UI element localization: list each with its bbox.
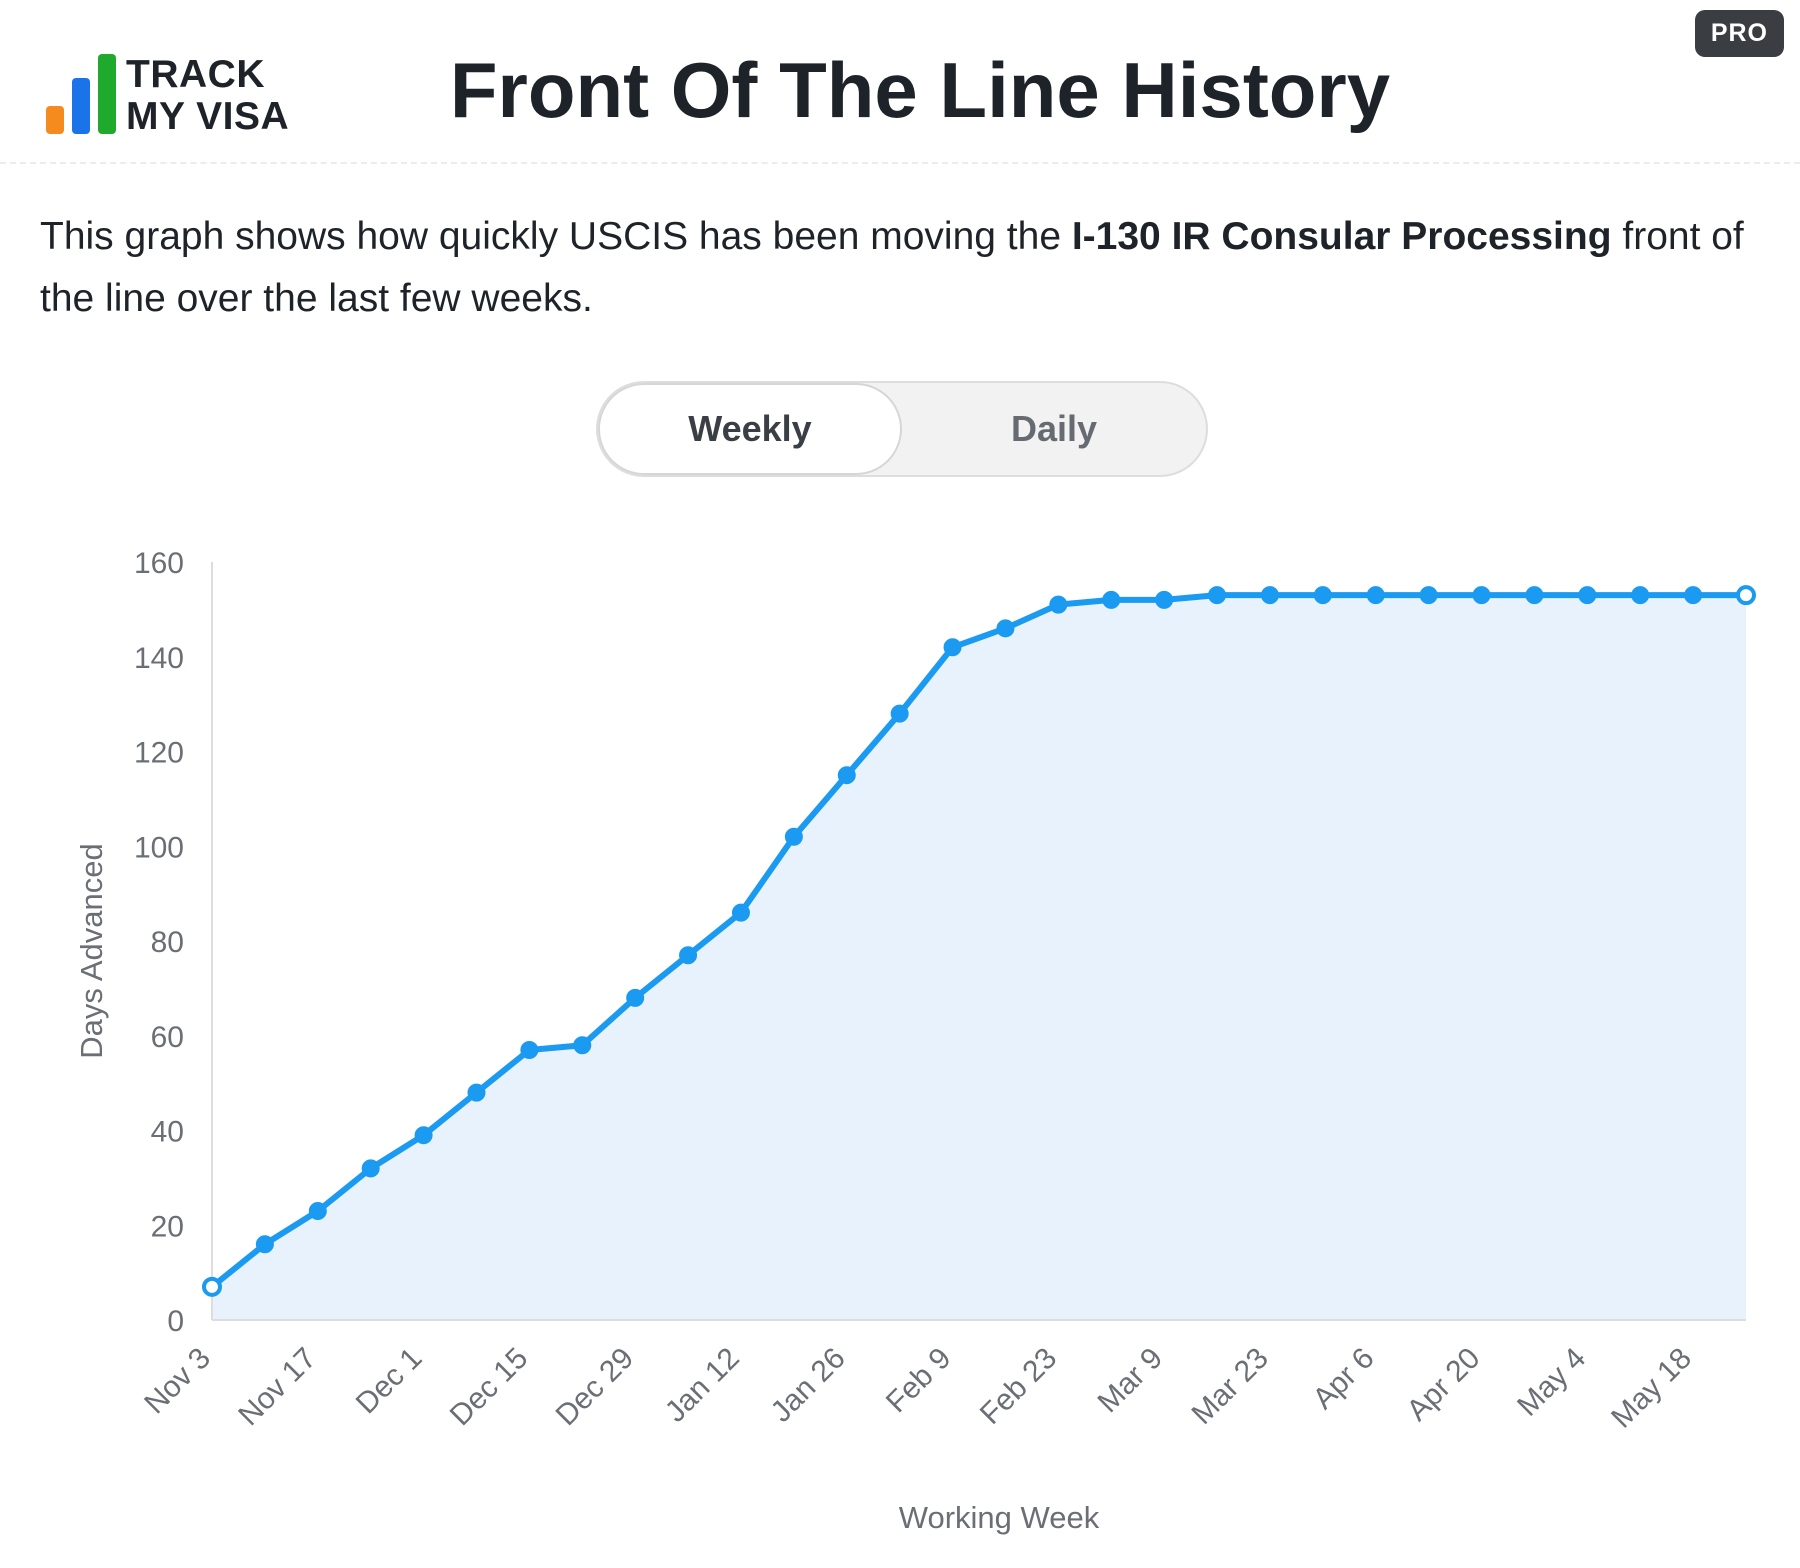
logo-bar-orange (46, 106, 64, 134)
toggle-daily[interactable]: Daily (1010, 408, 1098, 449)
y-tick-label: 140 (134, 642, 184, 675)
data-point (573, 1036, 592, 1055)
data-point (626, 988, 645, 1007)
x-tick-label: Feb 23 (974, 1342, 1063, 1431)
pro-badge[interactable]: PRO (1694, 10, 1784, 57)
x-tick-label: Jan 26 (765, 1342, 852, 1429)
x-tick-label: Feb 9 (880, 1342, 958, 1420)
page-title: Front Of The Line History (449, 46, 1391, 134)
x-axis-title: Working Week (899, 1500, 1100, 1535)
logo-line-2: MY VISA (126, 95, 290, 138)
description-text-end: front of the line over the last few week… (40, 215, 1744, 320)
data-point (784, 827, 803, 846)
logo-bar-blue (72, 78, 90, 134)
data-point (1472, 586, 1491, 605)
data-point (1631, 586, 1650, 605)
header: TRACK MY VISA Front Of The Line History … (0, 0, 1800, 164)
data-point (679, 946, 698, 965)
data-point (1208, 586, 1227, 605)
data-point (1684, 586, 1703, 605)
data-point (890, 704, 909, 723)
data-point (1736, 585, 1756, 606)
data-point (467, 1083, 486, 1102)
y-tick-label: 160 (134, 547, 184, 580)
data-point (837, 766, 856, 785)
logo-bar-green (98, 54, 116, 134)
y-tick-label: 20 (151, 1210, 184, 1243)
x-tick-label: May 4 (1511, 1342, 1592, 1423)
x-tick-label: Apr 20 (1401, 1342, 1487, 1428)
x-tick-label: Mar 9 (1092, 1342, 1170, 1420)
area-fill (212, 595, 1746, 1320)
y-tick-label: 0 (167, 1305, 184, 1338)
data-point (1366, 586, 1385, 605)
data-point (202, 1276, 222, 1297)
x-tick-label: Dec 15 (444, 1342, 535, 1433)
data-point (1578, 586, 1597, 605)
logo-line-1: TRACK (126, 53, 265, 96)
data-point (996, 619, 1015, 638)
y-tick-label: 60 (151, 1021, 184, 1054)
data-point (943, 638, 962, 657)
y-tick-label: 80 (151, 926, 184, 959)
description: This graph shows how quickly USCIS has b… (40, 206, 1760, 330)
data-point (1155, 590, 1174, 609)
data-point (361, 1159, 380, 1178)
description-text-start: This graph shows how quickly USCIS has b… (40, 215, 1072, 258)
toggle-weekly[interactable]: Weekly (598, 383, 902, 475)
x-tick-label: May 18 (1605, 1342, 1698, 1435)
period-toggle: Weekly Daily (596, 381, 1208, 477)
track-my-visa-logo[interactable]: TRACK MY VISA (44, 52, 304, 142)
x-tick-label: Jan 12 (659, 1342, 746, 1429)
y-tick-label: 40 (151, 1116, 184, 1149)
y-tick-label: 100 (134, 831, 184, 864)
data-point (1260, 586, 1279, 605)
data-point (520, 1040, 539, 1059)
data-point (1102, 590, 1121, 609)
description-form-name: I-130 IR Consular Processing (1071, 215, 1612, 258)
x-tick-label: Dec 1 (350, 1342, 429, 1421)
data-point (308, 1202, 327, 1221)
x-tick-label: Mar 23 (1186, 1342, 1275, 1431)
data-point (255, 1235, 274, 1254)
x-tick-label: Apr 6 (1307, 1342, 1381, 1416)
data-point (1049, 595, 1068, 614)
x-tick-label: Nov 17 (232, 1342, 323, 1433)
x-tick-label: Dec 29 (550, 1342, 641, 1433)
x-tick-label: Nov 3 (138, 1342, 217, 1421)
data-point (1525, 586, 1544, 605)
y-axis-title: Days Advanced (74, 843, 109, 1058)
data-point (1313, 586, 1332, 605)
y-tick-label: 120 (134, 737, 184, 770)
data-point (731, 903, 750, 922)
data-point (1419, 586, 1438, 605)
data-point (414, 1126, 433, 1145)
logo-text: TRACK MY VISA (126, 54, 289, 138)
